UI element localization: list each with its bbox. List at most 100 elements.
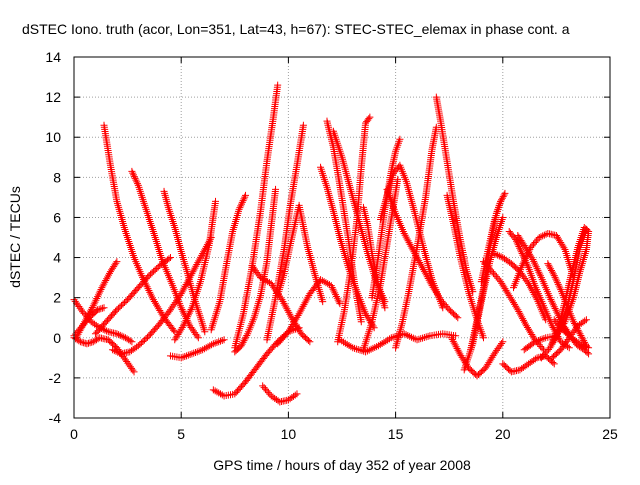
data-point-marker: [177, 354, 185, 362]
data-point-marker: [113, 330, 121, 338]
data-point-marker: [190, 349, 198, 357]
data-point-marker: [189, 268, 197, 276]
data-point-marker: [366, 113, 374, 121]
data-point-marker: [113, 306, 121, 314]
data-point-marker: [84, 339, 92, 347]
data-point-marker: [538, 344, 546, 352]
data-point-marker: [552, 306, 560, 314]
data-point-marker: [184, 311, 192, 319]
data-point-marker: [555, 235, 563, 243]
data-point-marker: [282, 303, 290, 311]
data-point-marker: [540, 334, 548, 342]
data-point-marker: [534, 266, 542, 274]
data-point-marker: [550, 303, 558, 311]
data-point-marker: [540, 231, 548, 239]
data-point-marker: [87, 305, 95, 313]
data-point-marker: [293, 313, 301, 321]
data-point-marker: [150, 297, 158, 305]
data-point-marker: [547, 295, 555, 303]
data-point-marker: [238, 198, 246, 206]
data-point-marker: [381, 304, 389, 312]
data-point-marker: [553, 279, 561, 287]
data-point-marker: [117, 301, 125, 309]
data-point-marker: [137, 339, 145, 347]
data-point-marker: [322, 279, 330, 287]
data-point-marker: [454, 314, 462, 322]
data-point-marker: [531, 239, 539, 247]
data-point-marker: [548, 297, 556, 305]
data-point-marker: [291, 317, 299, 325]
data-point-marker: [187, 305, 195, 313]
data-point-marker: [521, 256, 529, 264]
data-point-marker: [363, 311, 371, 319]
data-point-marker: [94, 306, 102, 314]
data-point-marker: [93, 294, 101, 302]
data-point-marker: [195, 257, 203, 265]
data-point-marker: [531, 259, 539, 267]
data-point-marker: [291, 391, 299, 399]
data-point-marker: [92, 307, 100, 315]
data-point-marker: [113, 258, 121, 266]
data-point-marker: [140, 336, 148, 344]
data-point-marker: [88, 303, 96, 311]
y-axis-label: dSTEC / TECUs: [7, 186, 23, 288]
data-point-marker: [288, 314, 296, 322]
data-point-marker: [528, 242, 536, 250]
data-point-marker: [192, 262, 200, 270]
data-point-marker: [434, 292, 442, 300]
data-point-marker: [209, 386, 217, 394]
data-point-marker: [582, 316, 590, 324]
data-point-marker: [86, 339, 94, 347]
data-point-marker: [179, 286, 187, 294]
data-point-marker: [406, 240, 414, 248]
data-point-marker: [157, 308, 165, 316]
data-point-marker: [149, 296, 157, 304]
data-point-marker: [331, 289, 339, 297]
data-series: [447, 334, 507, 380]
data-point-marker: [193, 348, 201, 356]
data-point-marker: [400, 229, 408, 237]
data-point-marker: [202, 344, 210, 352]
data-point-marker: [101, 278, 109, 286]
data-point-marker: [142, 335, 150, 343]
data-point-marker: [553, 233, 561, 241]
data-point-marker: [499, 213, 507, 221]
data-point-marker: [498, 340, 506, 348]
x-tick-label: 0: [70, 426, 78, 442]
data-point-marker: [488, 268, 496, 276]
data-point-marker: [442, 302, 450, 310]
data-point-marker: [156, 307, 164, 315]
data-point-marker: [535, 268, 543, 276]
data-point-marker: [175, 293, 183, 301]
data-point-marker: [128, 167, 136, 175]
x-axis-label: GPS time / hours of day 352 of year 2008: [213, 457, 471, 473]
data-point-marker: [119, 300, 127, 308]
data-point-marker: [304, 293, 312, 301]
data-point-marker: [521, 320, 529, 328]
data-point-marker: [215, 389, 223, 397]
x-tick-label: 10: [281, 426, 297, 442]
data-point-marker: [115, 331, 123, 339]
data-point-marker: [428, 282, 436, 290]
data-point-marker: [197, 253, 205, 261]
data-point-marker: [297, 306, 305, 314]
data-point-marker: [136, 340, 144, 348]
data-point-marker: [480, 334, 488, 342]
data-point-marker: [499, 193, 507, 201]
data-point-marker: [513, 239, 521, 247]
data-point-marker: [178, 305, 186, 313]
data-point-marker: [98, 304, 106, 312]
data-point-marker: [317, 276, 325, 284]
data-point-marker: [100, 304, 108, 312]
data-point-marker: [449, 337, 457, 345]
data-point-marker: [201, 328, 209, 336]
data-point-marker: [524, 249, 532, 257]
data-point-marker: [179, 322, 187, 330]
data-point-marker: [332, 292, 340, 300]
data-point-marker: [144, 273, 152, 281]
data-point-marker: [418, 262, 426, 270]
data-point-marker: [500, 191, 508, 199]
data-point-marker: [525, 325, 533, 333]
data-series: [443, 191, 488, 342]
data-point-marker: [526, 327, 534, 335]
